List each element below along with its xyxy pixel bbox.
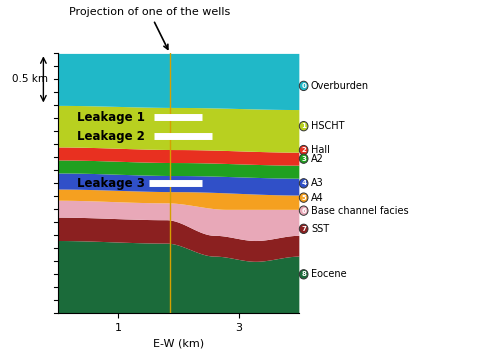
X-axis label: E-W (km): E-W (km) [153,339,204,349]
Text: 1: 1 [301,123,306,129]
Circle shape [299,269,308,279]
Text: A2: A2 [311,154,324,164]
Text: 4: 4 [301,180,306,186]
Text: Base channel facies: Base channel facies [311,206,409,216]
Text: 6: 6 [301,208,306,214]
Text: Eocene: Eocene [311,269,347,279]
Text: 8: 8 [301,271,306,277]
Text: 5: 5 [301,195,306,201]
Circle shape [299,193,308,202]
Text: 0: 0 [301,83,306,89]
Circle shape [299,206,308,215]
Circle shape [299,179,308,188]
Text: A4: A4 [311,193,323,203]
Circle shape [299,145,308,155]
Text: Hall: Hall [311,145,330,155]
Circle shape [299,81,308,90]
Text: 0.5 km: 0.5 km [12,74,48,84]
Circle shape [299,224,308,234]
Text: 2: 2 [301,147,306,153]
Text: Leakage 1: Leakage 1 [77,111,145,124]
Text: Overburden: Overburden [311,81,369,91]
Text: SST: SST [311,224,329,234]
Circle shape [299,121,308,131]
Text: A3: A3 [311,178,323,188]
Circle shape [299,154,308,163]
Text: HSCHT: HSCHT [311,121,345,131]
Text: 7: 7 [301,226,306,232]
Text: Projection of one of the wells: Projection of one of the wells [69,7,230,49]
Text: Leakage 2: Leakage 2 [77,130,145,142]
Text: Leakage 3: Leakage 3 [77,177,145,190]
Text: 3: 3 [301,156,306,162]
